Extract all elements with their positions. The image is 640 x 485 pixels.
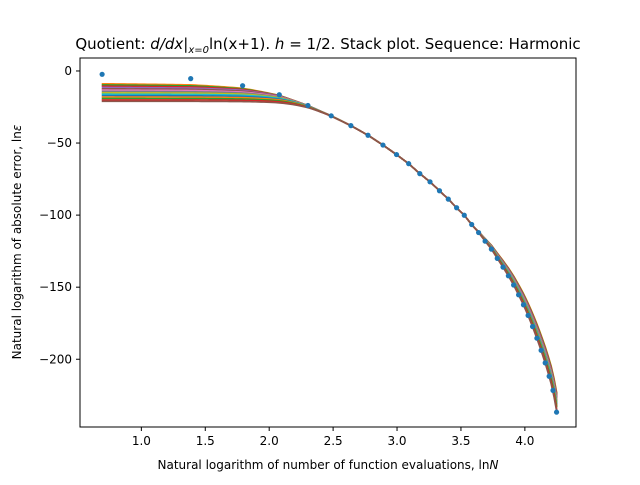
data-point [534,335,540,341]
x-tick-label: 3.5 [451,434,470,448]
data-point [529,323,536,330]
x-tick-label: 1.5 [196,434,215,448]
data-point [505,273,511,279]
data-point [305,102,311,109]
data-point [365,132,371,138]
data-point [393,151,400,158]
data-point [328,113,334,119]
data-point [475,229,482,236]
data-point [348,123,354,129]
data-point [417,171,423,177]
data-point [469,221,475,228]
y-tick-label: −100 [39,208,72,222]
data-point [494,255,500,261]
data-point [380,142,386,148]
data-point [488,246,494,252]
data-point [550,387,556,393]
x-tick-label: 1.0 [132,434,151,448]
data-point [500,264,506,270]
data-point [542,360,548,366]
y-tick-label: 0 [64,64,72,78]
data-point [511,282,517,288]
data-point [436,188,443,194]
y-tick-label: −150 [39,280,72,294]
chart-title: Quotient: d/dx|x=0ln(x+1). h = 1/2. Stac… [75,35,580,56]
x-tick-label: 2.0 [260,434,279,448]
data-point [240,83,246,89]
data-point [445,196,451,202]
data-point [406,161,412,167]
y-tick-label: −200 [39,352,72,366]
data-point [538,347,544,353]
data-point [276,92,282,98]
data-point [516,292,522,298]
data-point [525,312,531,319]
x-tick-label: 2.5 [324,434,343,448]
data-point [482,238,488,244]
data-point [188,76,194,82]
x-axis-label: Natural logarithm of number of function … [158,458,499,472]
x-axis-ticks: 1.0 1.5 2.0 2.5 3.0 3.5 4.0 [132,427,534,448]
x-tick-label: 4.0 [515,434,534,448]
plot-frame [79,57,577,428]
data-point [546,373,552,379]
data-point [553,409,560,415]
data-point [454,205,460,211]
y-tick-label: −50 [47,136,72,150]
x-tick-label: 3.0 [387,434,406,448]
point-layer [99,71,560,415]
plot-area [99,71,560,415]
data-point [99,71,105,77]
data-point [520,302,527,308]
data-point [461,212,467,218]
y-axis-ticks: 0 −50 −100 −150 −200 [39,64,80,366]
y-axis-label: Natural logarithm of absolute error, lnε [10,124,24,359]
data-point [427,179,433,185]
